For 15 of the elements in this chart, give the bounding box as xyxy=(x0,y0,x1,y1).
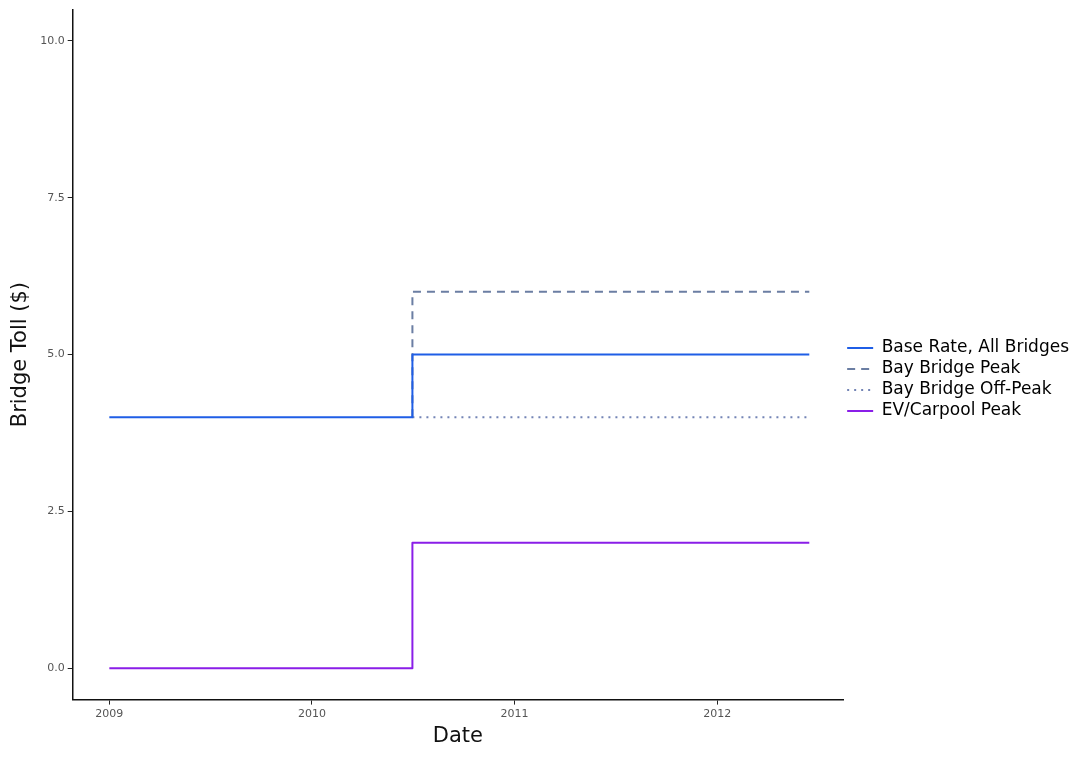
y-tick-label: 5.0 xyxy=(47,347,65,361)
x-tick-label: 2010 xyxy=(297,707,326,721)
legend-label: Bay Bridge Peak xyxy=(881,357,1021,378)
x-tick-label: 2012 xyxy=(703,707,732,721)
y-tick-label: 2.5 xyxy=(47,504,65,518)
legend-label: Bay Bridge Off-Peak xyxy=(881,378,1052,399)
x-axis-title: Date xyxy=(432,722,484,747)
y-tick-label: 0.0 xyxy=(47,661,65,675)
y-tick-label: 7.5 xyxy=(47,190,65,204)
y-axis-title: Bridge Toll ($) xyxy=(7,281,32,428)
legend-label: Base Rate, All Bridges xyxy=(881,336,1070,357)
x-tick-label: 2011 xyxy=(500,707,529,721)
y-tick-label: 10.0 xyxy=(40,33,65,47)
legend-label: EV/Carpool Peak xyxy=(881,399,1022,420)
x-tick-label: 2009 xyxy=(95,707,124,721)
